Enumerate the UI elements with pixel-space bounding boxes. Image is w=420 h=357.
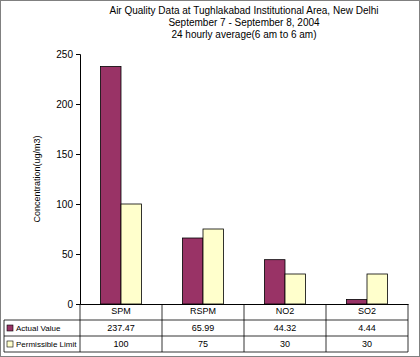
table-line	[408, 304, 409, 352]
tick-mark	[76, 204, 80, 205]
legend-swatch	[7, 325, 13, 331]
bars	[101, 67, 388, 304]
tick-label: 50	[62, 249, 74, 260]
data-label: 30	[280, 339, 290, 349]
legend-swatch	[7, 341, 13, 347]
tick: SPM	[111, 304, 131, 316]
tick-label: NO2	[276, 306, 295, 316]
data-label: 237.47	[107, 323, 135, 333]
series	[101, 67, 368, 304]
bar	[265, 260, 286, 304]
data-label: 65.99	[192, 323, 215, 333]
data-label: 44.32	[274, 323, 297, 333]
bar	[367, 274, 388, 304]
tick: 200	[56, 99, 80, 110]
tick-mark	[76, 304, 80, 305]
tick-label: SPM	[111, 306, 131, 316]
tick-label: 0	[67, 299, 73, 310]
tick-label: 250	[56, 49, 73, 60]
table-line	[162, 304, 163, 352]
chart-background	[1, 1, 420, 357]
tick: NO2	[276, 304, 295, 316]
tick-label: 100	[56, 199, 73, 210]
table-line	[4, 320, 5, 352]
y-axis: 0 50 100 150 200 250	[56, 49, 80, 310]
subtitle: September 7 - September 8, 2004	[168, 17, 320, 28]
y-axis-title: Concentration(ug/m3)	[32, 135, 42, 222]
table-line	[4, 352, 408, 353]
tick-mark	[76, 54, 80, 55]
series	[121, 204, 388, 304]
data-label: 30	[362, 339, 372, 349]
table-line	[326, 304, 327, 352]
bar	[121, 204, 142, 304]
table-line	[4, 336, 408, 337]
axis-line	[76, 55, 81, 305]
tick: 250	[56, 49, 80, 60]
bar	[285, 274, 306, 304]
bar	[203, 229, 224, 304]
tick-label: SO2	[358, 306, 376, 316]
bar	[101, 67, 122, 304]
data-label: 100	[113, 339, 128, 349]
tick-label: RSPM	[190, 306, 216, 316]
legend-item: Permissible Limit	[7, 340, 77, 349]
chart: Air Quality Data at Tughlakabad Institut…	[0, 0, 420, 357]
tick: 0	[67, 299, 80, 310]
table-line	[244, 304, 245, 352]
subtitle: 24 hourly average(6 am to 6 am)	[171, 29, 316, 40]
tick: 150	[56, 149, 80, 160]
table-line	[80, 304, 81, 352]
tick: RSPM	[190, 304, 216, 316]
tick-mark	[76, 254, 80, 255]
tick-label: 200	[56, 99, 73, 110]
tick: 50	[62, 249, 80, 260]
bar	[183, 238, 204, 304]
legend-label: Actual Value	[16, 324, 61, 333]
legend-item: Actual Value	[7, 324, 61, 333]
data-table: Actual Value 237.47 65.99 44.32 4.44 Permissi…	[4, 304, 408, 352]
tick: SO2	[358, 304, 376, 316]
bar	[347, 300, 368, 304]
table-line	[4, 320, 408, 321]
tick-mark	[76, 154, 80, 155]
data-label: 4.44	[358, 323, 376, 333]
title: Air Quality Data at Tughlakabad Institut…	[109, 5, 378, 16]
x-axis: SPM RSPM NO2 SO2	[81, 304, 409, 316]
data-label: 75	[198, 339, 208, 349]
axis-line	[81, 304, 409, 305]
tick-label: 150	[56, 149, 73, 160]
tick: 100	[56, 199, 80, 210]
legend-label: Permissible Limit	[16, 340, 77, 349]
tick-mark	[76, 104, 80, 105]
